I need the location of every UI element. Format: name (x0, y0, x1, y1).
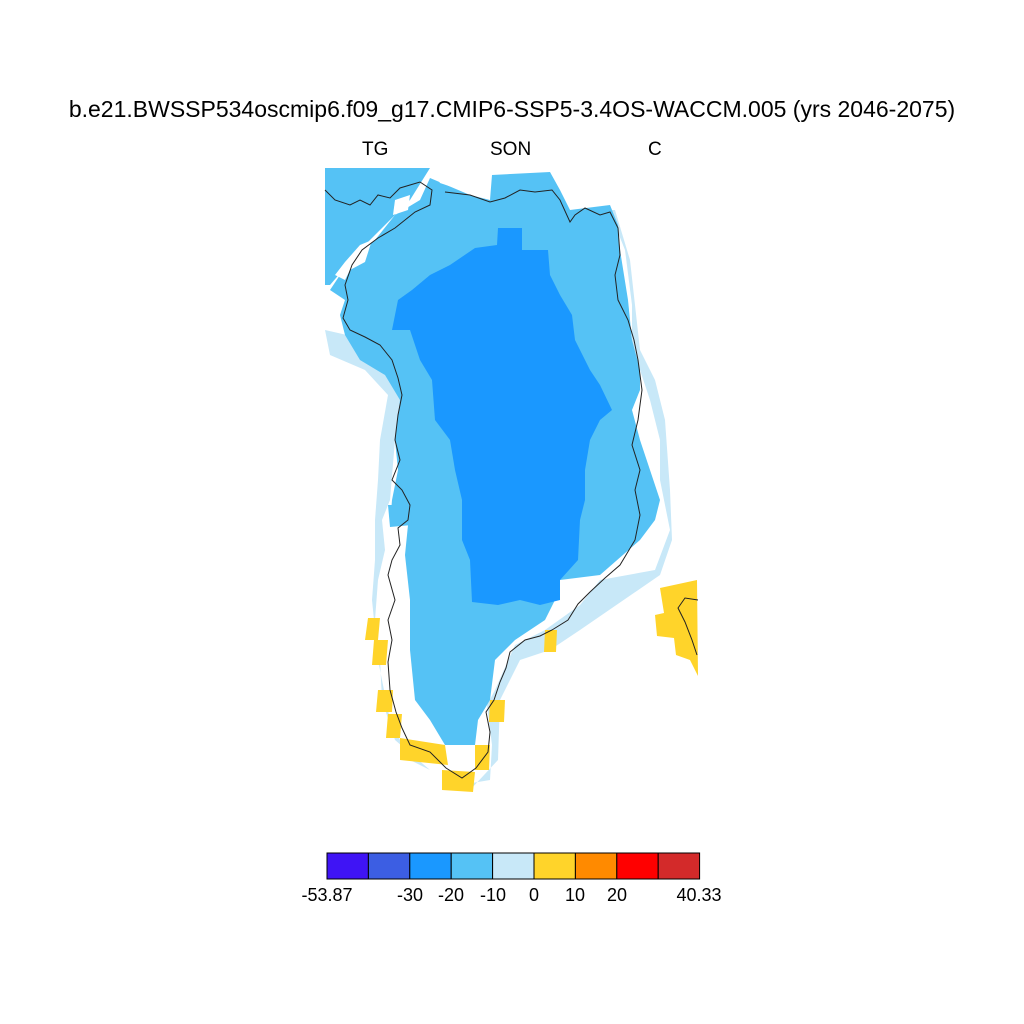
colorbar-label: -53.87 (301, 885, 353, 905)
season-label: SON (490, 139, 532, 160)
colorbar-swatch (492, 852, 535, 880)
colorbar-label: 20 (606, 885, 628, 905)
colorbar-label: -10 (479, 885, 507, 905)
coastline-east-island (677, 597, 699, 656)
colorbar-label: -20 (437, 885, 465, 905)
colorbar-label: 10 (564, 885, 586, 905)
map-title: b.e21.BWSSP534oscmip6.f09_g17.CMIP6-SSP5… (68, 96, 956, 122)
units-label: C (648, 139, 662, 160)
colorbar-label: -30 (396, 885, 424, 905)
colorbar-swatch (367, 852, 411, 880)
coastline (324, 181, 643, 779)
colorbar-swatch (657, 852, 701, 880)
variable-label: TG (362, 139, 389, 160)
colorbar-label: 40.33 (676, 885, 722, 905)
colorbar-swatch (450, 852, 494, 880)
colorbar-label: 0 (528, 885, 540, 905)
band-deep-blue (392, 228, 612, 605)
colorbar-swatch (409, 852, 452, 880)
colorbar-swatch (616, 852, 659, 880)
colorbar-swatch (326, 852, 369, 880)
colorbar-swatch (574, 852, 618, 880)
colorbar-swatch (533, 852, 576, 880)
